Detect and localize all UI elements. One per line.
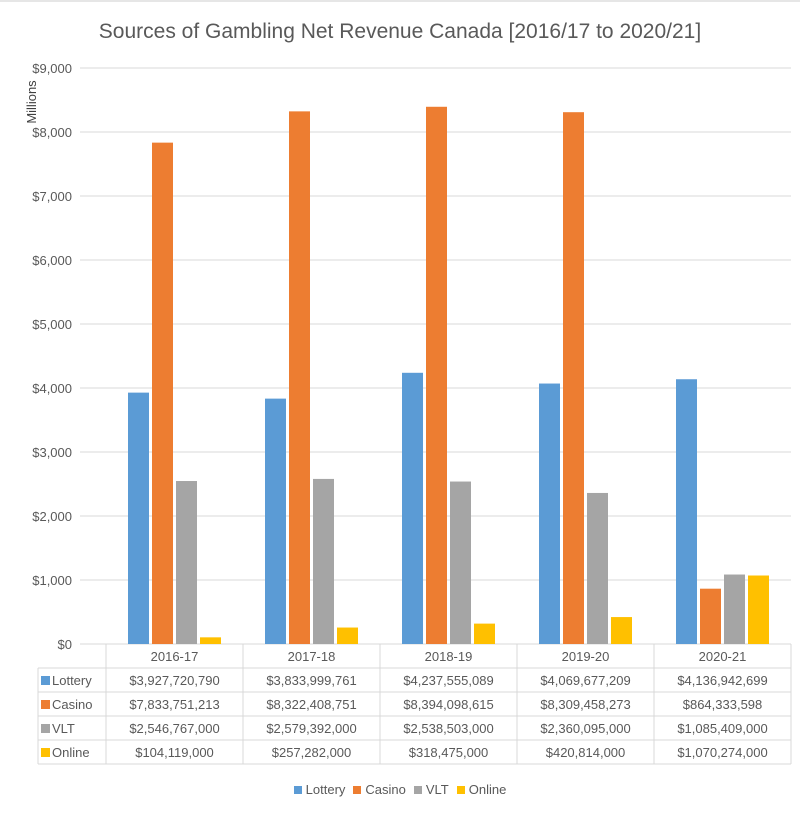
data-label: $864,333,598 [683, 697, 763, 712]
x-category-label: 2017-18 [288, 649, 336, 664]
data-label: $257,282,000 [272, 745, 352, 760]
bar-casino [289, 111, 310, 644]
legend-key-online [41, 748, 50, 757]
data-label: $4,136,942,699 [677, 673, 767, 688]
y-tick-label: $0 [58, 637, 72, 652]
table-row-label: Casino [52, 697, 92, 712]
legend: Lottery Casino VLT Online [0, 782, 800, 797]
data-label: $3,927,720,790 [129, 673, 219, 688]
table-row-label: Lottery [52, 673, 92, 688]
data-label: $1,085,409,000 [677, 721, 767, 736]
data-label: $8,322,408,751 [266, 697, 356, 712]
x-category-label: 2018-19 [425, 649, 473, 664]
x-category-label: 2019-20 [562, 649, 610, 664]
legend-label: Online [468, 782, 507, 797]
chart-title: Sources of Gambling Net Revenue Canada [… [98, 20, 702, 43]
bar-vlt [313, 478, 334, 644]
legend-item-online: Online [456, 782, 507, 797]
legend-key-casino [41, 700, 50, 709]
data-label: $4,237,555,089 [403, 673, 493, 688]
data-label: $2,579,392,000 [266, 721, 356, 736]
legend-key-lottery [41, 676, 50, 685]
data-label: $420,814,000 [546, 745, 626, 760]
y-tick-label: $3,000 [32, 445, 72, 460]
data-label: $7,833,751,213 [129, 697, 219, 712]
data-label: $1,070,274,000 [677, 745, 767, 760]
bar-online [611, 617, 632, 644]
bar-vlt [724, 574, 745, 644]
legend-label: VLT [425, 782, 449, 797]
bar-casino [700, 588, 721, 644]
data-label: $104,119,000 [135, 745, 214, 760]
x-category-label: 2020-21 [699, 649, 747, 664]
y-tick-label: $2,000 [32, 509, 72, 524]
bar-vlt [587, 492, 608, 644]
bar-lottery [539, 383, 560, 644]
y-tick-label: $8,000 [32, 125, 72, 140]
bar-casino [563, 112, 584, 644]
table-row-label: Online [52, 745, 90, 760]
legend-item-vlt: VLT [413, 782, 449, 797]
bar-lottery [676, 379, 697, 644]
table-row-label: VLT [52, 721, 75, 736]
bar-online [748, 575, 769, 644]
bar-vlt [450, 481, 471, 644]
x-category-label: 2016-17 [151, 649, 199, 664]
legend-label: Lottery [305, 782, 346, 797]
bar-casino [152, 142, 173, 644]
legend-swatch [413, 786, 422, 794]
bar-lottery [265, 398, 286, 644]
legend-item-lottery: Lottery [293, 782, 346, 797]
legend-key-vlt [41, 724, 50, 733]
data-label: $318,475,000 [409, 745, 489, 760]
bar-casino [426, 106, 447, 644]
y-tick-label: $1,000 [32, 573, 72, 588]
y-tick-label: $7,000 [32, 189, 72, 204]
bar-lottery [128, 392, 149, 644]
data-label: $2,538,503,000 [403, 721, 493, 736]
legend-label: Casino [365, 782, 406, 797]
bar-online [474, 623, 495, 644]
bar-vlt [176, 481, 197, 644]
legend-swatch [456, 786, 465, 794]
y-tick-label: $4,000 [32, 381, 72, 396]
data-label: $2,360,095,000 [540, 721, 630, 736]
y-tick-label: $6,000 [32, 253, 72, 268]
bar-online [200, 637, 221, 644]
y-axis-label: Millions [24, 80, 39, 124]
data-label: $2,546,767,000 [129, 721, 219, 736]
legend-swatch [293, 786, 302, 794]
legend-swatch [353, 786, 362, 794]
y-tick-label: $5,000 [32, 317, 72, 332]
data-label: $4,069,677,209 [540, 673, 630, 688]
data-label: $8,394,098,615 [403, 697, 493, 712]
bar-lottery [402, 372, 423, 644]
data-label: $8,309,458,273 [540, 697, 630, 712]
legend-item-casino: Casino [353, 782, 406, 797]
bar-online [337, 627, 358, 644]
data-label: $3,833,999,761 [266, 673, 356, 688]
y-tick-label: $9,000 [32, 61, 72, 76]
